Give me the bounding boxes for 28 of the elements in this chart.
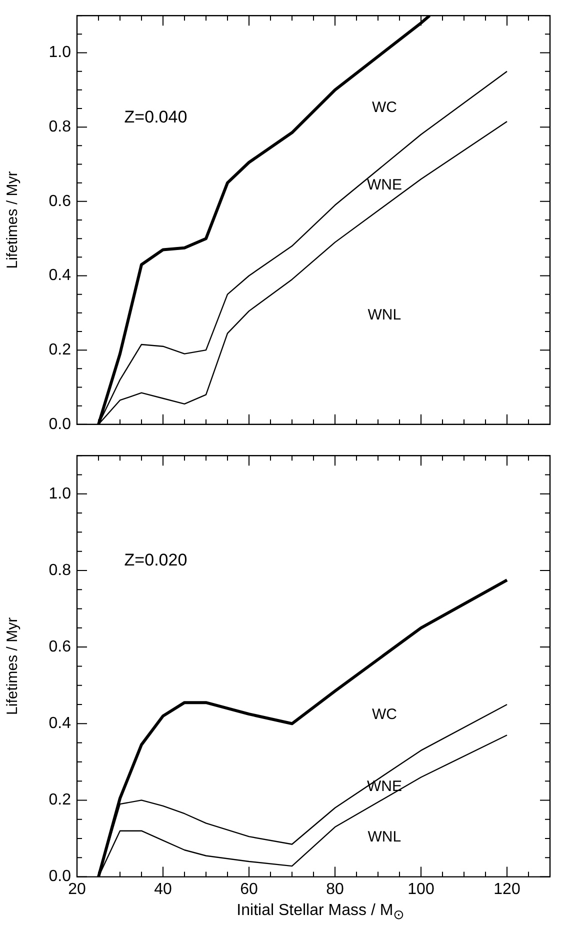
y-tick-label: 0.4 xyxy=(48,267,72,284)
annotation: WNE xyxy=(366,778,402,795)
annotation: WNL xyxy=(368,828,402,846)
annotation: WNL xyxy=(368,306,402,324)
y-tick-label: 0.4 xyxy=(48,715,72,732)
y-tick-label: 0.2 xyxy=(48,341,72,358)
x-tick-label: 40 xyxy=(154,880,172,898)
y-tick-label: 0.6 xyxy=(48,192,72,210)
annotation: Z=0.020 xyxy=(124,550,188,570)
annotation: WC xyxy=(372,706,398,723)
y-axis-title: Lifetimes / Myr xyxy=(4,171,22,269)
y-tick-label: 1.0 xyxy=(48,485,72,502)
x-tick-label: 20 xyxy=(68,880,86,898)
annotation: WC xyxy=(372,99,398,116)
y-tick-label: 0.6 xyxy=(48,638,72,656)
y-tick-label: 0.0 xyxy=(48,416,72,433)
x-tick-label: 80 xyxy=(326,880,344,898)
annotation: WNE xyxy=(366,176,402,194)
y-tick-label: 0.8 xyxy=(48,118,72,136)
y-tick-label: 0.2 xyxy=(48,792,72,809)
y-tick-label: 1.0 xyxy=(48,44,72,62)
x-tick-label: 60 xyxy=(240,880,258,898)
y-axis-title: Lifetimes / Myr xyxy=(4,617,22,715)
x-axis-title: Initial Stellar Mass / M$_{⊙}$ xyxy=(236,902,406,924)
y-tick-label: 0.8 xyxy=(48,562,72,579)
x-tick-label: 120 xyxy=(494,880,520,898)
x-tick-label: 100 xyxy=(408,880,434,898)
annotation: Z=0.040 xyxy=(124,107,188,126)
